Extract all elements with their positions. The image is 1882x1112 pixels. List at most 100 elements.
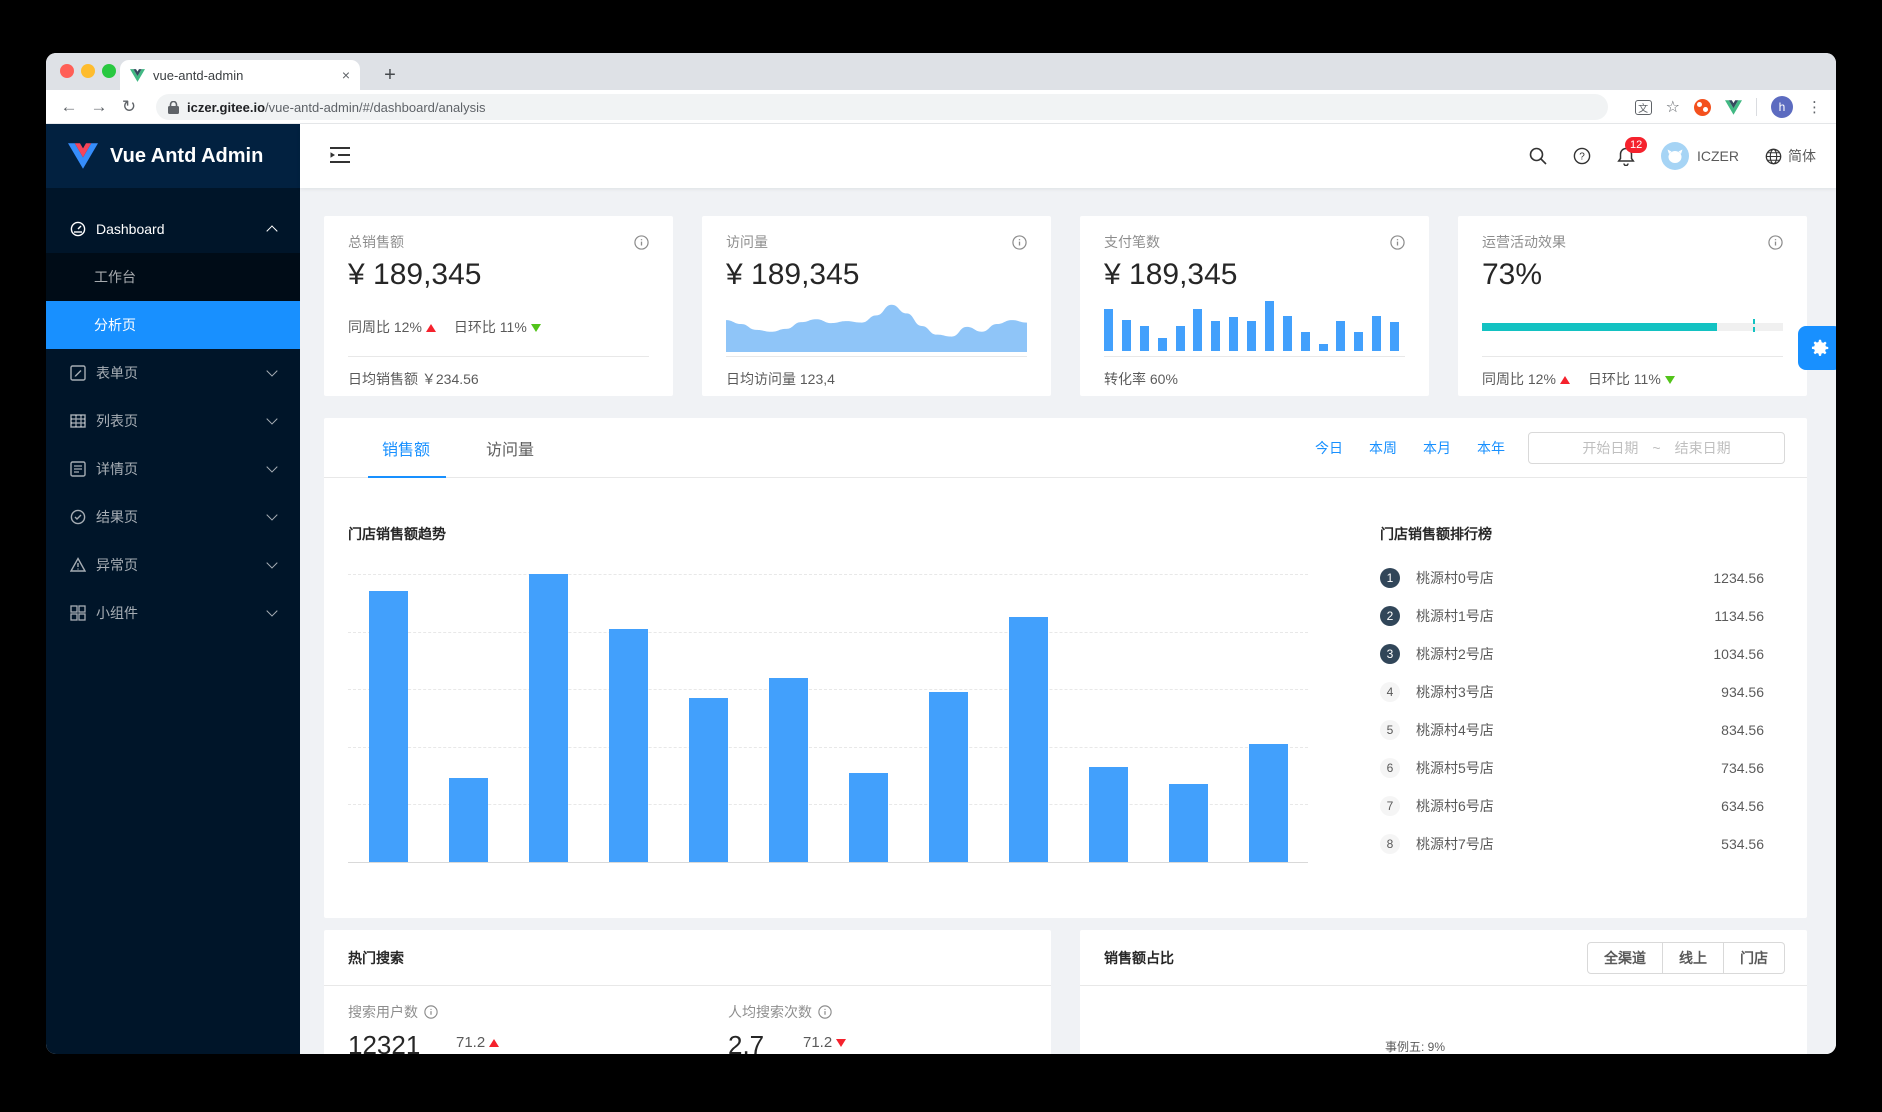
info-icon[interactable] bbox=[634, 234, 649, 250]
week-on-week: 同周比 12% bbox=[348, 317, 436, 337]
divider bbox=[1756, 98, 1757, 116]
traffic-close-button[interactable] bbox=[60, 64, 74, 78]
sidebar-item-exception[interactable]: 异常页 bbox=[46, 545, 300, 585]
day-on-day: 日环比 11% bbox=[1588, 369, 1675, 389]
sidebar-item-analysis-selected[interactable]: 分析页 bbox=[46, 301, 300, 349]
effect-progress-fill bbox=[1482, 323, 1717, 331]
channel-online-button[interactable]: 线上 bbox=[1663, 942, 1724, 974]
translate-icon[interactable]: 文 bbox=[1634, 99, 1652, 115]
browser-menu-icon[interactable]: ⋮ bbox=[1807, 99, 1822, 116]
info-icon[interactable] bbox=[424, 1005, 438, 1019]
trend-bar bbox=[528, 574, 568, 862]
sidebar-item-forms[interactable]: 表单页 bbox=[46, 353, 300, 393]
info-icon[interactable] bbox=[1390, 234, 1405, 250]
trend-bar bbox=[1168, 784, 1208, 862]
mini-bar bbox=[1104, 308, 1113, 351]
info-icon[interactable] bbox=[818, 1005, 832, 1019]
trend-bar bbox=[368, 591, 408, 862]
tab-visits[interactable]: 访问量 bbox=[486, 441, 535, 459]
bookmark-star-icon[interactable]: ☆ bbox=[1665, 99, 1680, 116]
info-icon[interactable] bbox=[1012, 234, 1027, 250]
chrome-right-controls: 文 ☆ h ⋮ bbox=[1634, 90, 1822, 124]
range-week[interactable]: 本周 bbox=[1369, 440, 1397, 456]
chevron-down-icon bbox=[266, 413, 278, 425]
sidebar-item-label: 异常页 bbox=[96, 557, 138, 573]
store-value: 934.56 bbox=[1721, 684, 1764, 700]
back-icon[interactable]: ← bbox=[60, 96, 78, 116]
info-icon[interactable] bbox=[1768, 234, 1783, 250]
stat-footer: 日均访问量 123,4 bbox=[726, 371, 835, 387]
stat-title: 支付笔数 bbox=[1104, 234, 1160, 250]
warning-icon bbox=[70, 557, 86, 573]
rank-badge: 5 bbox=[1380, 720, 1400, 740]
avg-search-trend: 71.2 bbox=[803, 1034, 847, 1051]
rank-badge: 3 bbox=[1380, 644, 1400, 664]
start-date-placeholder: 开始日期 bbox=[1582, 440, 1639, 456]
date-range-picker[interactable]: 开始日期 ~ 结束日期 bbox=[1528, 432, 1785, 464]
notification-bell[interactable]: 12 bbox=[1617, 136, 1648, 166]
forward-icon[interactable]: → bbox=[90, 96, 108, 116]
sidebar-item-workplace[interactable]: 工作台 bbox=[46, 253, 300, 301]
rank-badge: 7 bbox=[1380, 796, 1400, 816]
sidebar-item-label: 小组件 bbox=[96, 605, 138, 621]
stat-value: 73% bbox=[1482, 258, 1543, 291]
extension-orange-icon[interactable] bbox=[1694, 98, 1711, 116]
channel-store-button[interactable]: 门店 bbox=[1724, 942, 1785, 974]
stat-footer: 日均销售额 ￥234.56 bbox=[348, 371, 479, 387]
store-value: 1034.56 bbox=[1713, 646, 1764, 662]
ranking-title: 门店销售额排行榜 bbox=[1380, 526, 1492, 542]
theme-settings-button[interactable] bbox=[1798, 326, 1836, 370]
store-name: 桃源村5号店 bbox=[1416, 760, 1494, 776]
range-month[interactable]: 本月 bbox=[1423, 440, 1451, 456]
sidebar-item-label: Dashboard bbox=[96, 221, 165, 237]
mini-bar bbox=[1121, 320, 1131, 351]
reload-icon[interactable]: ↻ bbox=[121, 96, 137, 116]
search-icon[interactable] bbox=[1529, 147, 1547, 165]
chevron-down-icon bbox=[266, 557, 278, 569]
store-sales-ranking: 1 桃源村0号店 1234.56 2 桃源村1号店 1134.56 3 桃源村2号店 103… bbox=[1380, 559, 1764, 863]
browser-tab[interactable]: vue-antd-admin × bbox=[120, 60, 360, 90]
pie-legend-partial: 事例五: 9% bbox=[1385, 1040, 1446, 1054]
trend-bar-slot bbox=[748, 574, 828, 862]
browser-profile-avatar[interactable]: h bbox=[1771, 96, 1793, 118]
channel-all-button[interactable]: 全渠道 bbox=[1587, 942, 1663, 974]
sidebar-item-label: 分析页 bbox=[94, 317, 136, 333]
stat-title: 运营活动效果 bbox=[1482, 234, 1566, 250]
store-value: 634.56 bbox=[1721, 798, 1764, 814]
rank-row: 1 桃源村0号店 1234.56 bbox=[1380, 559, 1764, 597]
sidebar-item-lists[interactable]: 列表页 bbox=[46, 401, 300, 441]
search-users-label: 搜索用户数 bbox=[348, 1004, 418, 1020]
mini-bar bbox=[1318, 343, 1328, 351]
range-today[interactable]: 今日 bbox=[1315, 440, 1343, 456]
browser-tabstrip: vue-antd-admin × + bbox=[46, 53, 1836, 90]
rank-badge: 6 bbox=[1380, 758, 1400, 778]
sidebar-item-dashboard[interactable]: Dashboard bbox=[46, 209, 300, 249]
app-logo-text: Vue Antd Admin bbox=[110, 144, 264, 167]
trend-bar bbox=[448, 778, 488, 862]
caret-down-icon bbox=[1664, 376, 1675, 384]
vue-devtools-icon[interactable] bbox=[1725, 99, 1742, 115]
stat-footer: 转化率 60% bbox=[1104, 371, 1178, 387]
tab-sales[interactable]: 销售额 bbox=[382, 441, 431, 459]
user-menu[interactable]: ICZER bbox=[1661, 142, 1739, 170]
sidebar-item-label: 工作台 bbox=[94, 269, 136, 285]
help-icon[interactable]: ? bbox=[1573, 147, 1591, 165]
range-year[interactable]: 本年 bbox=[1477, 440, 1505, 456]
traffic-minimize-button[interactable] bbox=[81, 64, 95, 78]
menu-fold-icon[interactable] bbox=[330, 146, 350, 164]
form-icon bbox=[70, 365, 86, 381]
url-bar[interactable]: iczer.gitee.io/vue-antd-admin/#/dashboar… bbox=[156, 94, 1608, 120]
traffic-zoom-button[interactable] bbox=[102, 64, 116, 78]
caret-down-icon bbox=[530, 324, 541, 332]
sidebar-item-widgets[interactable]: 小组件 bbox=[46, 593, 300, 633]
app-logo[interactable]: Vue Antd Admin bbox=[46, 124, 300, 188]
tab-close-icon[interactable]: × bbox=[341, 67, 350, 83]
language-switcher[interactable]: 简体 bbox=[1765, 146, 1816, 166]
sidebar-item-results[interactable]: 结果页 bbox=[46, 497, 300, 537]
date-separator: ~ bbox=[1652, 440, 1661, 456]
store-name: 桃源村2号店 bbox=[1416, 646, 1494, 662]
new-tab-button[interactable]: + bbox=[384, 63, 396, 86]
mini-bar bbox=[1229, 317, 1239, 351]
store-name: 桃源村0号店 bbox=[1416, 570, 1494, 586]
sidebar-item-details[interactable]: 详情页 bbox=[46, 449, 300, 489]
